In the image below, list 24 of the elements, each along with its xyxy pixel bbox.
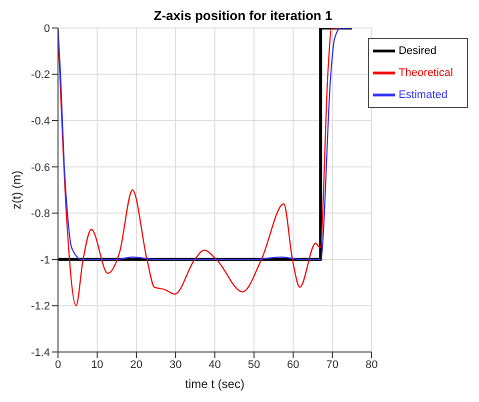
legend-label: Desired (398, 44, 436, 57)
x-tick-label: 80 (365, 358, 378, 371)
y-tick-label: -0.8 (31, 208, 50, 220)
x-tick-label: 20 (130, 358, 143, 371)
x-tick-label: 50 (248, 358, 260, 371)
chart-title: Z-axis position for iteration 1 (152, 8, 334, 24)
x-tick-label: 0 (54, 358, 62, 371)
y-tick-label: -0.6 (31, 162, 50, 174)
y-axis-title: z(t) (m) (9, 170, 24, 210)
line-series (58, 28, 341, 306)
y-tick-label: -0.4 (31, 115, 50, 128)
y-tick-label: -1.2 (31, 300, 50, 313)
x-tick-label: 60 (287, 358, 300, 371)
y-tick-label: 0 (44, 22, 50, 35)
x-tick-label: 30 (169, 358, 182, 371)
x-tick-label: 70 (326, 358, 339, 371)
x-tick-label: 40 (208, 358, 221, 371)
y-tick-label: -1.4 (31, 346, 50, 359)
x-tick-label: 10 (91, 358, 104, 371)
legend-label: Theoretical (398, 66, 453, 79)
x-axis-title: time t (sec) (185, 377, 244, 391)
y-tick-label: -1 (40, 254, 50, 266)
legend-label: Estimated (398, 88, 448, 101)
y-tick-label: -0.2 (31, 69, 50, 82)
